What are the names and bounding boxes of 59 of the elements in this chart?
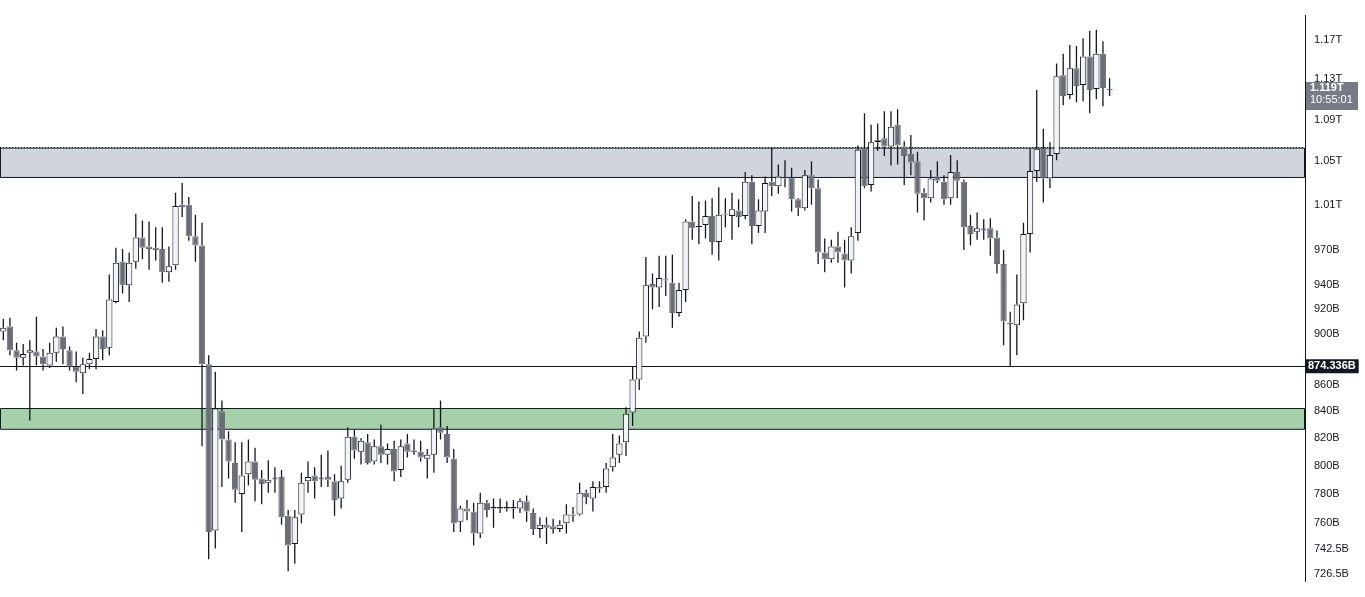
candlestick <box>563 503 570 535</box>
candlestick <box>788 167 795 213</box>
y-tick-label: 820B <box>1314 431 1340 444</box>
y-tick-label: 1.01T <box>1314 197 1343 210</box>
candlestick <box>331 473 338 517</box>
candlestick <box>338 465 345 510</box>
candlestick <box>602 462 610 494</box>
y-tick-label: 940B <box>1314 278 1340 291</box>
y-tick-label: 800B <box>1314 458 1340 471</box>
candlestick <box>165 245 173 283</box>
candlestick <box>470 502 477 547</box>
candlestick <box>192 214 199 263</box>
y-tick-label: 742.5B <box>1314 542 1349 555</box>
candlestick <box>1066 44 1073 100</box>
candlestick <box>609 433 616 473</box>
candlestick <box>258 469 265 505</box>
y-tick-label: 760B <box>1314 516 1340 529</box>
y-tick-label: 1.09T <box>1314 112 1343 125</box>
candlestick <box>450 448 457 533</box>
text: 10:55:01 <box>1310 93 1353 106</box>
candlestick <box>357 437 365 466</box>
candlestick <box>642 256 650 344</box>
y-tick-label: 780B <box>1314 487 1340 500</box>
y-tick-label: 920B <box>1314 302 1340 315</box>
candlestick <box>973 211 981 241</box>
y-tick-label: 860B <box>1314 377 1340 390</box>
candlestick <box>238 441 245 533</box>
candlestick <box>132 213 139 270</box>
candlestick <box>655 255 663 308</box>
candlestick <box>841 239 848 289</box>
y-tick-label: 1.05T <box>1314 154 1343 167</box>
candlestick <box>265 459 272 494</box>
candlestick <box>126 251 133 303</box>
candlestick <box>715 186 722 262</box>
candlestick <box>849 226 854 275</box>
candlestick <box>814 178 822 265</box>
candlestick <box>1079 37 1087 102</box>
candlestick <box>59 325 67 365</box>
candlestick <box>139 219 146 260</box>
candlestick <box>675 282 683 318</box>
y-tick-label: 840B <box>1314 404 1340 417</box>
candlestick <box>821 237 828 273</box>
candlestick <box>245 438 252 487</box>
y-tick-label: 970B <box>1314 243 1340 256</box>
candlestick <box>291 509 298 565</box>
candlestick <box>298 472 305 524</box>
candlestick <box>960 178 967 251</box>
candlestick <box>728 192 736 241</box>
y-tick-label: 900B <box>1314 326 1340 339</box>
candlestick <box>987 217 994 257</box>
candlestick <box>1020 222 1027 321</box>
candlestick <box>702 199 709 240</box>
y-tick-label: 726.5B <box>1314 566 1349 579</box>
y-tick-label: 1.17T <box>1314 33 1343 46</box>
candlestick <box>1013 273 1020 356</box>
candlestick <box>1093 29 1100 100</box>
ref-line-label: 874.336B <box>1308 359 1356 372</box>
candlestick <box>1000 249 1007 346</box>
candlestick <box>993 229 1001 275</box>
